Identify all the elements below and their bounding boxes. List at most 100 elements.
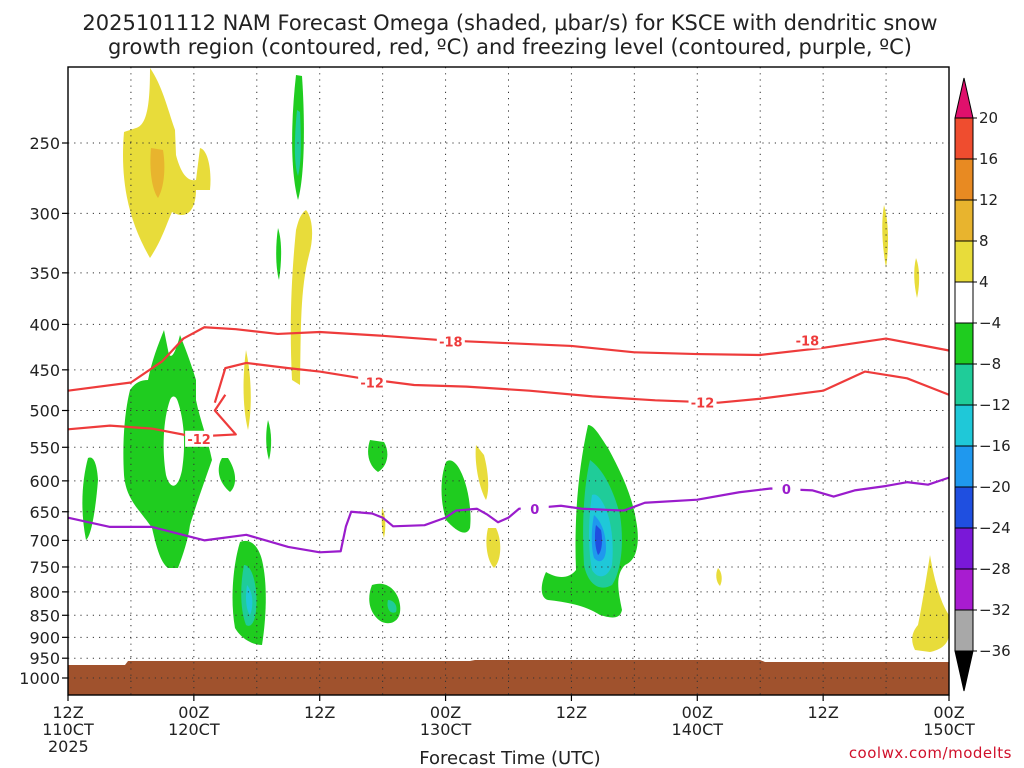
colorbar-label: 12: [979, 191, 998, 209]
contour-label: -18: [439, 335, 463, 350]
colorbar-swatch: [954, 609, 974, 652]
chart-title-line1: 2025101112 NAM Forecast Omega (shaded, μ…: [82, 11, 937, 35]
colorbar-swatch: [954, 527, 974, 570]
plot-area: [68, 67, 949, 695]
chart-contours: -18 -18 -12 -12 -12 0 0: [67, 326, 950, 554]
colorbar-label: 4: [979, 273, 989, 291]
contour-label: -12: [187, 433, 211, 448]
x-tick-label: 140CT: [672, 720, 724, 739]
omega-region-pos4-mid: [475, 445, 489, 500]
colorbar-label: −24: [979, 519, 1011, 537]
y-tick-label: 900: [29, 628, 60, 647]
omega-region-neg4-sliver: [276, 228, 282, 280]
colorbar-swatch: [954, 486, 974, 529]
contour-label-bg: [520, 500, 549, 517]
x-tick-label: 12Z: [807, 703, 838, 722]
colorbar-label: 8: [979, 232, 989, 250]
x-tick-label: 00Z: [682, 703, 713, 722]
omega-region-neg20-main: [594, 525, 602, 555]
y-tick-label: 250: [29, 134, 60, 153]
colorbar-label: −4: [979, 314, 1001, 332]
contour-label-bg: [185, 430, 214, 447]
contour-freezing-0: [67, 476, 950, 554]
colorbar-label: −8: [979, 355, 1001, 373]
omega-region-neg8-mid2: [387, 600, 397, 613]
colorbar-swatch: [954, 117, 974, 160]
y-tick-label: 500: [29, 402, 60, 421]
colorbar-top-arrow: [954, 77, 974, 119]
contour-label-bg: [688, 394, 717, 411]
omega-region-neg4-mid2: [369, 583, 401, 624]
omega-region-pos4-column: [290, 210, 313, 385]
y-tick-label: 650: [29, 503, 60, 522]
colorbar-label: −12: [979, 396, 1011, 414]
omega-region-pos4-right1: [882, 205, 889, 268]
y-tick-label: 600: [29, 472, 60, 491]
x-tick-label: 110CT: [42, 720, 94, 739]
contour-label-bg: [358, 374, 387, 391]
colorbar-swatch: [954, 568, 974, 611]
y-tick-label: 450: [29, 361, 60, 380]
omega-region-hole: [163, 396, 185, 486]
colorbar-bottom-arrow: [954, 650, 974, 692]
plot-frame: [67, 66, 950, 696]
omega-region-neg4-small2: [218, 458, 236, 492]
y-axis-labels: 250 300 350 400 450 500 550 600 650 700 750 800 850 9…: [19, 134, 60, 688]
omega-region-pos4-mid2: [486, 528, 501, 568]
colorbar-label: −20: [979, 478, 1011, 496]
contour-label-bg: [793, 332, 822, 349]
y-tick-label: 950: [29, 649, 60, 668]
contour-dgz-minus18: [67, 326, 950, 392]
x-tick-label: 150CT: [923, 720, 975, 739]
colorbar-swatch: [954, 281, 974, 324]
omega-region-pos4-right4: [912, 555, 949, 652]
y-tick-label: 550: [29, 438, 60, 457]
x-tick-label: 00Z: [933, 703, 964, 722]
x-tick-label: 120CT: [168, 720, 220, 739]
colorbar-label: −28: [979, 560, 1011, 578]
x-tick-label: 12Z: [52, 703, 83, 722]
colorbar-swatch: [954, 199, 974, 242]
y-tick-label: 700: [29, 531, 60, 550]
y-tick-label: 1000: [19, 669, 60, 688]
omega-region-pos4-right3: [716, 568, 722, 586]
omega-region-neg12-lower: [246, 585, 253, 615]
y-tick-label: 750: [29, 558, 60, 577]
colorbar-label: −16: [979, 437, 1011, 455]
colorbar-label: −32: [979, 601, 1011, 619]
x-tick-label: 00Z: [430, 703, 461, 722]
y-tick-label: 300: [29, 204, 60, 223]
colorbar-label: 20: [979, 109, 998, 127]
contour-label-bg: [436, 333, 465, 350]
omega-region-pos4-right2: [914, 258, 920, 298]
x-tick-label: 2025: [48, 737, 89, 756]
colorbar-label: 16: [979, 150, 998, 168]
colorbar-swatch: [954, 404, 974, 447]
contour-label: -12: [691, 397, 715, 412]
x-axis-title: Forecast Time (UTC): [419, 748, 600, 768]
contour-label: -12: [360, 376, 384, 391]
y-tick-label: 400: [29, 315, 60, 334]
colorbar-swatch: [954, 158, 974, 201]
colorbar: 20 16 12 8 4 −4 −8 −12 −16 −20 −24 −28 −32 −36: [954, 77, 1011, 692]
omega-region-pos8-upper: [150, 148, 165, 198]
credit-text: coolwx.com/modelts: [849, 744, 1012, 762]
omega-region-pos4-upper: [123, 68, 211, 258]
x-tick-label: 12Z: [304, 703, 335, 722]
y-tick-label: 850: [29, 606, 60, 625]
contour-dgz-minus12-upper: [213, 361, 950, 404]
contour-label: 0: [530, 503, 539, 518]
y-tick-label: 350: [29, 264, 60, 283]
omega-region-neg4-sliver2: [266, 420, 272, 460]
y-tick-label: 800: [29, 583, 60, 602]
colorbar-label: −36: [979, 642, 1011, 660]
contour-label-bg: [772, 481, 801, 498]
x-tick-label: 130CT: [420, 720, 472, 739]
x-tick-label: 00Z: [178, 703, 209, 722]
contour-label: 0: [782, 483, 791, 498]
colorbar-swatch: [954, 240, 974, 283]
colorbar-swatch: [954, 363, 974, 406]
colorbar-swatch: [954, 322, 974, 365]
